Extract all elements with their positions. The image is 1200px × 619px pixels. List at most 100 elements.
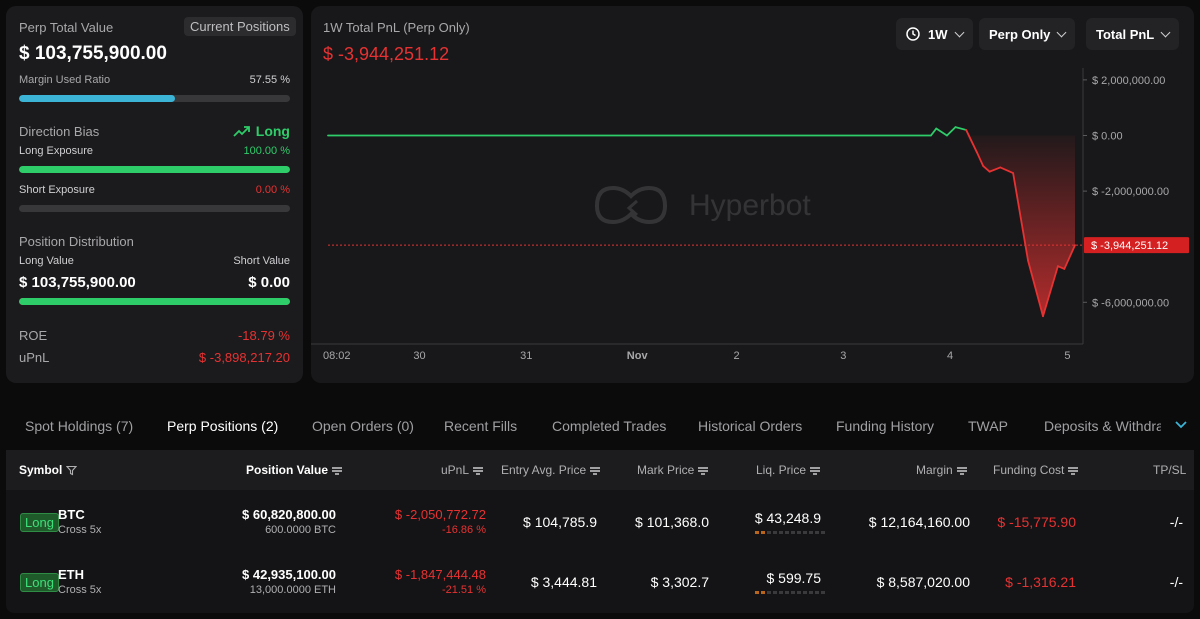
- metric-dropdown[interactable]: Total PnL: [1086, 18, 1180, 50]
- tab-deposits-withdraw[interactable]: Deposits & Withdraw: [1044, 418, 1161, 434]
- margin-used-label: Margin Used Ratio: [19, 74, 111, 86]
- tpsl[interactable]: -/-: [1169, 514, 1183, 530]
- tpsl[interactable]: -/-: [1169, 574, 1183, 590]
- tabs-more-button[interactable]: [1174, 418, 1188, 435]
- direction-bias-value: Long: [255, 123, 290, 139]
- upnl: $ -1,847,444.48: [394, 567, 486, 582]
- upnl-percent: -16.86 %: [441, 524, 486, 536]
- y-tick-label: $ 0.00: [1092, 131, 1123, 143]
- perp-summary-card: Perp Total Value Current Positions $ 103…: [6, 6, 303, 383]
- liq-risk-dot: [773, 591, 777, 594]
- table-row[interactable]: Long BTC Cross 5x $ 60,820,800.00 600.00…: [6, 492, 1194, 552]
- header-liq-price[interactable]: Liq. Price: [756, 463, 821, 477]
- liq-risk-dot: [791, 531, 795, 534]
- sort-icon: [473, 466, 484, 475]
- liq-price: $ 43,248.9: [754, 510, 821, 526]
- liq-risk-dot: [755, 591, 759, 594]
- upnl-value: $ -3,898,217.20: [198, 350, 290, 365]
- y-tick-label: $ -2,000,000.00: [1092, 186, 1169, 198]
- header-upnl[interactable]: uPnL: [441, 463, 484, 477]
- sort-icon: [1068, 466, 1079, 475]
- margin: $ 12,164,160.00: [868, 514, 970, 530]
- tab-twap[interactable]: TWAP: [968, 418, 1008, 434]
- current-positions-button[interactable]: Current Positions: [184, 17, 296, 36]
- x-tick-label: 5: [1064, 350, 1070, 362]
- header-position-value[interactable]: Position Value: [246, 463, 343, 477]
- header-entry-avg-price[interactable]: Entry Avg. Price: [501, 463, 601, 477]
- long-value: $ 103,755,900.00: [19, 274, 136, 291]
- symbol[interactable]: BTC: [58, 507, 85, 522]
- funding-cost: $ -15,775.90: [997, 514, 1076, 530]
- header-margin[interactable]: Margin: [916, 463, 967, 477]
- current-value-tag: [1084, 237, 1189, 254]
- header-mark-label: Mark Price: [637, 463, 695, 477]
- range-dropdown[interactable]: 1W: [896, 18, 973, 50]
- roe-value: -18.79 %: [237, 328, 290, 343]
- header-margin-label: Margin: [916, 463, 953, 477]
- liq-risk-dot: [791, 591, 795, 594]
- table-row[interactable]: Long ETH Cross 5x $ 42,935,100.00 13,000…: [6, 552, 1194, 612]
- entry-avg-price: $ 104,785.9: [523, 514, 597, 530]
- liq-risk-dot: [761, 591, 765, 594]
- long-exposure-value: 100.00 %: [243, 145, 290, 157]
- pnl-chart: Hyperbot $ 2,000,000.00 $ 0.00 $ -2,000,00…: [311, 68, 1189, 362]
- liq-risk-dot: [821, 591, 825, 594]
- position-size: 600.0000 BTC: [265, 524, 336, 536]
- pnl-line-segment: [930, 127, 938, 137]
- liq-risk-dot: [767, 591, 771, 594]
- pnl-total-value: $ -3,944,251.12: [323, 44, 450, 64]
- perp-filter-dropdown[interactable]: Perp Only: [979, 18, 1076, 50]
- margin-mode: Cross 5x: [58, 524, 102, 536]
- perp-positions-table: Symbol Position Value uPnL Entry Avg. Pr…: [6, 450, 1194, 613]
- tab-historical-orders[interactable]: Historical Orders: [698, 418, 803, 434]
- long-exposure-fill: [19, 166, 290, 173]
- sort-icon: [956, 466, 967, 475]
- pnl-line-segment: [1012, 172, 1029, 262]
- liq-risk-dot: [779, 531, 783, 534]
- tab-open-orders[interactable]: Open Orders (0): [312, 418, 414, 434]
- liq-risk-dot: [785, 531, 789, 534]
- tab-perp-positions[interactable]: Perp Positions (2): [167, 418, 279, 434]
- perp-total-value: $ 103,755,900.00: [19, 43, 167, 64]
- tab-completed-trades[interactable]: Completed Trades: [552, 418, 667, 434]
- header-symbol[interactable]: Symbol: [19, 463, 78, 477]
- liq-risk-dot: [773, 531, 777, 534]
- trending-up-icon: [233, 126, 250, 137]
- header-mark-price[interactable]: Mark Price: [637, 463, 709, 477]
- x-tick-label: 4: [947, 350, 953, 362]
- position-size: 13,000.0000 ETH: [249, 584, 336, 596]
- table-header: Symbol Position Value uPnL Entry Avg. Pr…: [6, 450, 1194, 490]
- short-value: $ 0.00: [248, 274, 290, 291]
- direction-bias-label: Direction Bias: [19, 124, 100, 139]
- x-tick-label: 08:02: [323, 350, 351, 362]
- side-badge: Long: [20, 573, 59, 592]
- x-tick-label: 30: [413, 350, 425, 362]
- pnl-line-segment: [975, 151, 985, 167]
- liq-risk-dot: [803, 591, 807, 594]
- margin-mode: Cross 5x: [58, 584, 102, 596]
- tab-funding-history[interactable]: Funding History: [836, 418, 935, 434]
- pnl-line-segment: [988, 166, 1002, 173]
- liq-risk-indicator: [755, 591, 825, 594]
- clock-icon: [906, 27, 920, 41]
- mark-price: $ 101,368.0: [635, 514, 709, 530]
- symbol[interactable]: ETH: [58, 567, 84, 582]
- liq-risk-dot: [797, 531, 801, 534]
- x-tick-label: 31: [520, 350, 532, 362]
- header-position-value-label: Position Value: [246, 463, 329, 477]
- liq-risk-dot: [809, 591, 813, 594]
- tab-spot-holdings[interactable]: Spot Holdings (7): [25, 418, 134, 434]
- header-funding-cost[interactable]: Funding Cost: [993, 463, 1079, 477]
- range-dropdown-label: 1W: [928, 26, 948, 42]
- header-liq-label: Liq. Price: [756, 463, 807, 477]
- short-exposure-label: Short Exposure: [19, 184, 95, 196]
- x-tick-label: 3: [840, 350, 846, 362]
- y-tick-label: $ -6,000,000.00: [1092, 297, 1169, 309]
- metric-dropdown-label: Total PnL: [1096, 26, 1155, 42]
- pnl-line-segment: [946, 126, 957, 137]
- pnl-line-segment: [965, 129, 978, 154]
- tab-recent-fills[interactable]: Recent Fills: [444, 418, 518, 434]
- y-tick-label: $ 2,000,000.00: [1092, 75, 1165, 87]
- pnl-chart-card: 1W Total PnL (Perp Only) $ -3,944,251.12…: [311, 6, 1194, 383]
- roe-label: ROE: [19, 328, 48, 343]
